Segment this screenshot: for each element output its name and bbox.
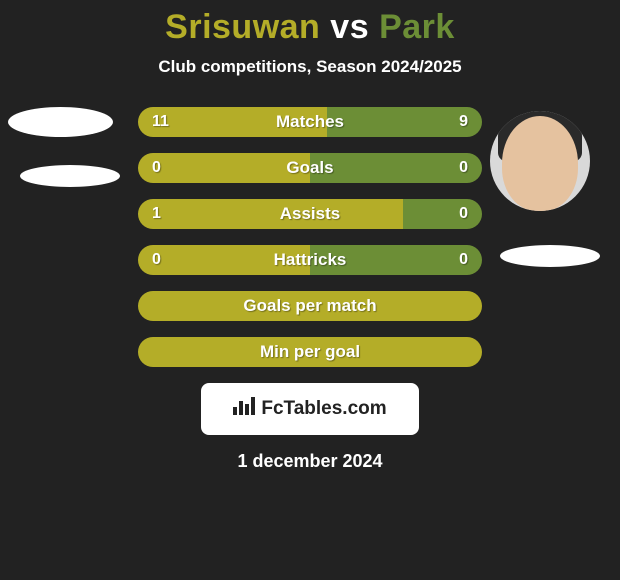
stat-row: Goals per match [138, 291, 482, 321]
stat-label: Goals [138, 153, 482, 183]
title-vs: vs [330, 8, 369, 46]
chart-icon [233, 397, 255, 421]
stat-bars: 119Matches 00Goals 10Assists 00Hattricks Goa… [138, 107, 482, 367]
stats-area: 119Matches 00Goals 10Assists 00Hattricks Goa… [0, 107, 620, 367]
stat-label: Min per goal [138, 337, 482, 367]
stat-row: Min per goal [138, 337, 482, 367]
stat-label: Goals per match [138, 291, 482, 321]
stat-label: Assists [138, 199, 482, 229]
stat-row: 10Assists [138, 199, 482, 229]
subtitle: Club competitions, Season 2024/2025 [0, 57, 620, 77]
avatar-face [502, 116, 578, 211]
title: Srisuwan vs Park [0, 0, 620, 47]
title-right: Park [379, 8, 455, 46]
title-left: Srisuwan [165, 8, 320, 46]
date: 1 december 2024 [0, 451, 620, 472]
stat-label: Matches [138, 107, 482, 137]
stat-label: Hattricks [138, 245, 482, 275]
comparison-card: Srisuwan vs Park Club competitions, Seas… [0, 0, 620, 580]
logo-box: FcTables.com [201, 383, 419, 435]
player-right-avatar [490, 111, 590, 211]
player-left-badge-placeholder [20, 165, 120, 187]
logo-text: FcTables.com [261, 398, 386, 420]
stat-row: 00Hattricks [138, 245, 482, 275]
stat-row: 00Goals [138, 153, 482, 183]
player-right-badge-placeholder [500, 245, 600, 267]
stat-row: 119Matches [138, 107, 482, 137]
player-left-avatar-placeholder [8, 107, 113, 137]
